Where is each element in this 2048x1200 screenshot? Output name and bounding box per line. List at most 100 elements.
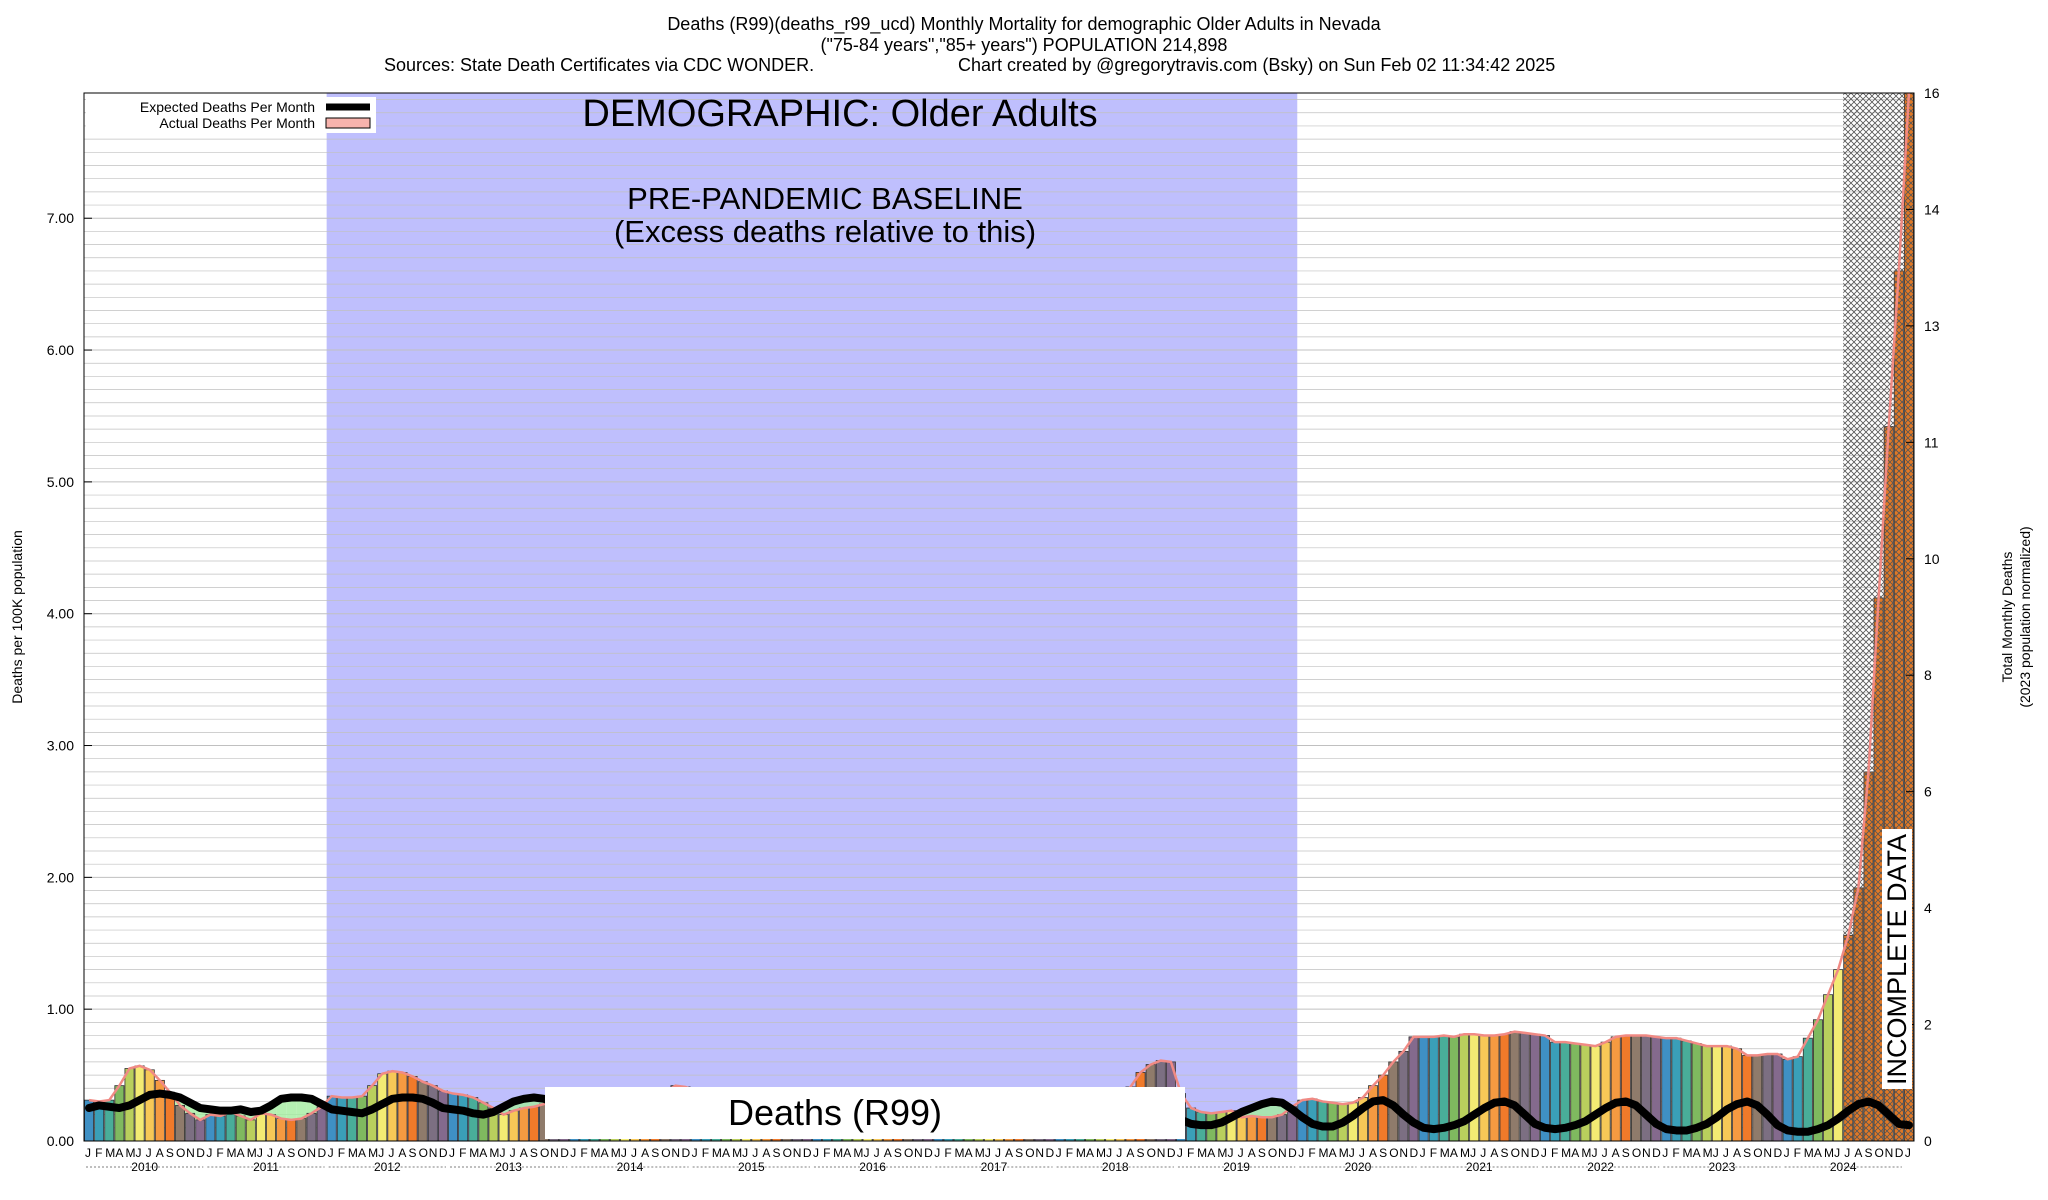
bar bbox=[286, 1119, 297, 1142]
month-tick-label: O bbox=[1389, 1146, 1398, 1160]
month-tick-label: D bbox=[1409, 1146, 1418, 1160]
month-tick-label: A bbox=[1005, 1146, 1013, 1160]
month-tick-label: D bbox=[318, 1146, 327, 1160]
month-tick-label: N bbox=[1642, 1146, 1651, 1160]
bar bbox=[1256, 1116, 1267, 1142]
month-tick-label: M bbox=[1682, 1146, 1692, 1160]
bar bbox=[448, 1093, 458, 1142]
month-tick-label: S bbox=[530, 1146, 538, 1160]
month-tick-label: S bbox=[1500, 1146, 1508, 1160]
month-tick-label: O bbox=[1632, 1146, 1641, 1160]
bar bbox=[1277, 1114, 1288, 1142]
month-tick-label: J bbox=[1106, 1146, 1112, 1160]
y-right-tick-label: 2 bbox=[1924, 1017, 1932, 1033]
month-tick-label: A bbox=[1126, 1146, 1134, 1160]
deficit-area bbox=[265, 1105, 277, 1115]
month-tick-label: D bbox=[1652, 1146, 1661, 1160]
month-tick-label: D bbox=[1773, 1146, 1782, 1160]
baseline-band bbox=[326, 93, 1298, 1141]
bar bbox=[276, 1118, 287, 1142]
bar bbox=[1762, 1053, 1773, 1142]
bar bbox=[1812, 1019, 1823, 1142]
month-tick-label: M bbox=[1561, 1146, 1571, 1160]
bar bbox=[185, 1112, 196, 1142]
sources-text: Sources: State Death Certificates via CD… bbox=[384, 55, 815, 75]
deficit-area bbox=[185, 1102, 196, 1114]
bar bbox=[346, 1097, 357, 1142]
month-tick-label: S bbox=[1015, 1146, 1023, 1160]
month-tick-label: J bbox=[1541, 1146, 1547, 1160]
legend-expected-label: Expected Deaths Per Month bbox=[140, 99, 315, 115]
month-tick-label: S bbox=[1258, 1146, 1266, 1160]
demographic-label: DEMOGRAPHIC: Older Adults bbox=[582, 93, 1097, 135]
bar bbox=[528, 1106, 539, 1142]
bar bbox=[175, 1105, 186, 1142]
bar bbox=[195, 1119, 206, 1142]
month-tick-label: F bbox=[216, 1146, 223, 1160]
month-tick-label: A bbox=[1369, 1146, 1377, 1160]
bar bbox=[1519, 1032, 1530, 1142]
month-tick-label: D bbox=[196, 1146, 205, 1160]
month-tick-label: A bbox=[884, 1146, 892, 1160]
deficit-area bbox=[195, 1108, 206, 1120]
y-tick-label: 2.00 bbox=[47, 869, 74, 885]
bar bbox=[397, 1072, 408, 1142]
month-tick-label: D bbox=[439, 1146, 448, 1160]
legend-actual-label: Actual Deaths Per Month bbox=[159, 115, 315, 131]
year-tick-label: 2015 bbox=[738, 1160, 765, 1174]
incomplete-label: INCOMPLETE DATA bbox=[1882, 834, 1912, 1085]
bar bbox=[417, 1081, 428, 1142]
month-tick-label: J bbox=[1784, 1146, 1790, 1160]
month-tick-label: O bbox=[904, 1146, 913, 1160]
month-tick-label: M bbox=[1581, 1146, 1591, 1160]
month-tick-label: M bbox=[1339, 1146, 1349, 1160]
month-tick-label: A bbox=[641, 1146, 649, 1160]
y-right-tick-label: 0 bbox=[1924, 1133, 1932, 1149]
month-tick-label: F bbox=[944, 1146, 951, 1160]
month-tick-label: A bbox=[762, 1146, 770, 1160]
bar bbox=[1610, 1036, 1621, 1142]
bar bbox=[1722, 1045, 1732, 1142]
month-tick-label: A bbox=[156, 1146, 164, 1160]
month-tick-label: N bbox=[429, 1146, 438, 1160]
y-tick-label: 3.00 bbox=[47, 738, 74, 754]
bar bbox=[114, 1085, 125, 1142]
y-tick-label: 0.00 bbox=[47, 1133, 74, 1149]
month-tick-label: S bbox=[409, 1146, 417, 1160]
month-tick-label: M bbox=[591, 1146, 601, 1160]
deficit-area bbox=[296, 1097, 307, 1119]
month-tick-label: M bbox=[489, 1146, 499, 1160]
bar bbox=[255, 1112, 266, 1142]
month-tick-label: A bbox=[277, 1146, 285, 1160]
month-tick-label: F bbox=[95, 1146, 102, 1160]
month-tick-label: J bbox=[328, 1146, 334, 1160]
month-tick-label: O bbox=[1268, 1146, 1277, 1160]
month-tick-label: S bbox=[1136, 1146, 1144, 1160]
y-right-tick-label: 6 bbox=[1924, 784, 1932, 800]
month-tick-label: M bbox=[1318, 1146, 1328, 1160]
month-tick-label: J bbox=[1177, 1146, 1183, 1160]
month-tick-label: A bbox=[358, 1146, 366, 1160]
month-tick-label: J bbox=[257, 1146, 263, 1160]
month-tick-label: F bbox=[338, 1146, 345, 1160]
baseline-label: PRE-PANDEMIC BASELINE bbox=[627, 181, 1023, 216]
y-right-tick-label: 4 bbox=[1924, 900, 1932, 916]
month-tick-label: A bbox=[843, 1146, 851, 1160]
month-tick-label: D bbox=[924, 1146, 933, 1160]
month-tick-label: N bbox=[1885, 1146, 1894, 1160]
chart-subtitle: ("75-84 years","85+ years") POPULATION 2… bbox=[820, 35, 1228, 55]
month-tick-label: S bbox=[166, 1146, 174, 1160]
month-tick-label: J bbox=[1349, 1146, 1355, 1160]
bar bbox=[1499, 1033, 1510, 1142]
month-tick-label: M bbox=[227, 1146, 237, 1160]
month-tick-label: J bbox=[1834, 1146, 1840, 1160]
y-axis-label: Deaths per 100K population bbox=[9, 530, 25, 704]
month-tick-label: J bbox=[864, 1146, 870, 1160]
legend-actual-swatch bbox=[325, 117, 371, 129]
bar bbox=[215, 1115, 226, 1142]
month-tick-label: A bbox=[1612, 1146, 1620, 1160]
year-tick-label: 2014 bbox=[617, 1160, 644, 1174]
year-tick-label: 2011 bbox=[253, 1160, 279, 1174]
bar bbox=[1711, 1045, 1722, 1142]
bar bbox=[1398, 1050, 1409, 1142]
